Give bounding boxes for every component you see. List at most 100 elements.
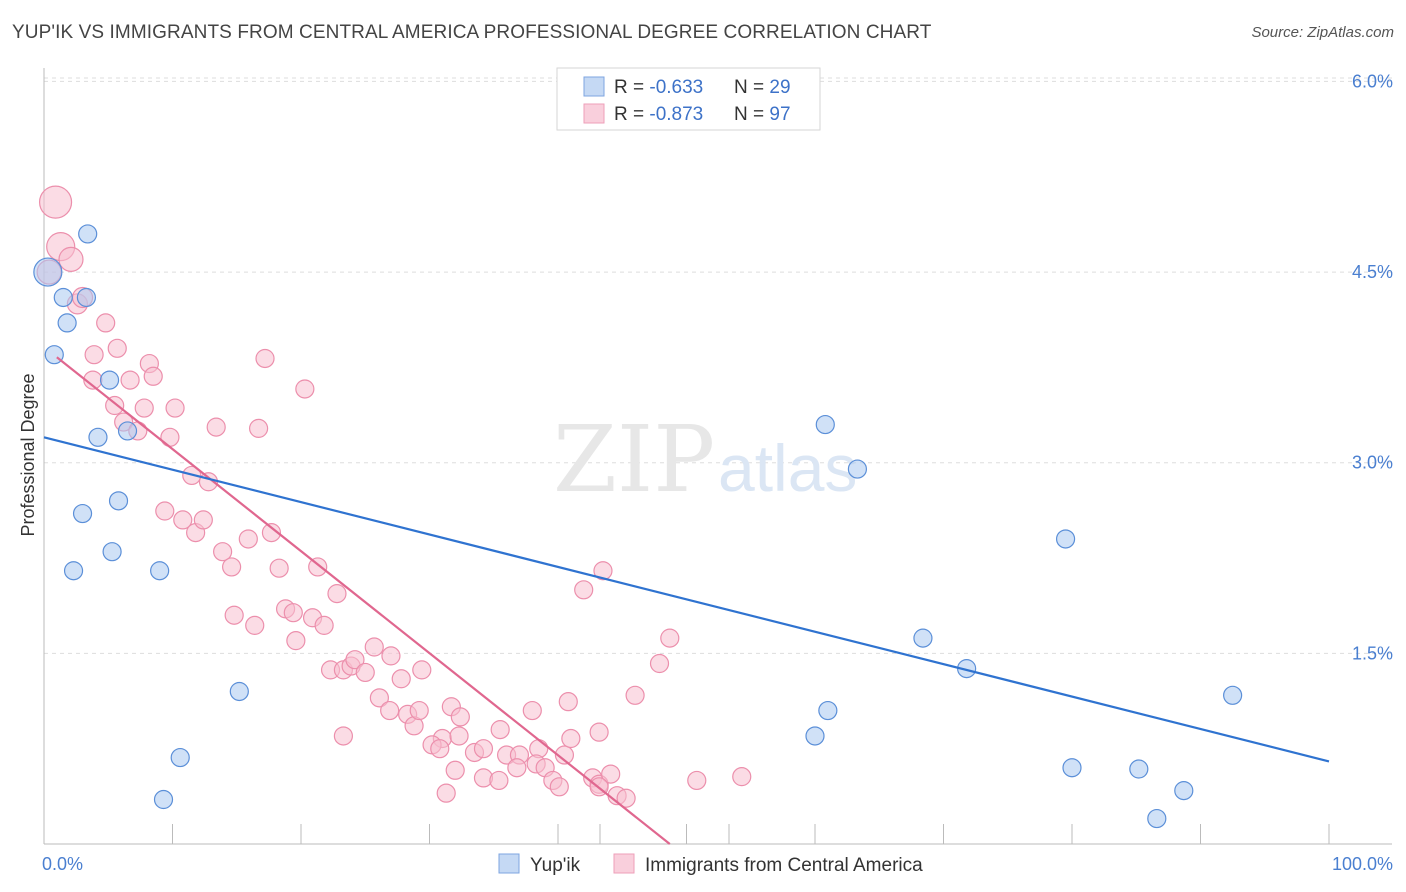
svg-text:R = -0.633: R = -0.633 [614,77,703,98]
immigrants-point [436,783,456,803]
legend-swatch-yupik [583,76,605,97]
yupik-point [88,427,108,447]
yupik-point [1129,759,1149,779]
legend-r-value: -0.633 [649,77,703,98]
legend-swatch-immigrants [583,103,605,124]
x-tick-label: 100.0% [1332,854,1393,874]
bottom-legend-swatch-immigrants [613,853,635,874]
immigrants-point [261,523,282,543]
immigrants-point [165,398,185,418]
immigrants-point [160,427,180,447]
immigrants-point [380,700,400,721]
immigrants-point [522,700,542,721]
immigrants-point [345,650,365,670]
immigrants-point [105,395,125,416]
yupik-point [1062,758,1082,778]
immigrants-point [364,637,384,657]
immigrants-point [554,745,575,765]
immigrants-point [295,379,315,399]
yupik-point [153,789,174,810]
y-axis-label: Professional Degree [18,373,38,536]
yupik-point [847,459,868,479]
y-tick-label: 3.0% [1352,453,1393,473]
chart-title: YUP'IK VS IMMIGRANTS FROM CENTRAL AMERIC… [12,22,932,43]
yupik-point [53,287,73,308]
top-legend: R = -0.633 N = 29 R = -0.873 N = 97 [556,67,821,131]
immigrants-point [248,418,269,438]
svg-text:R = -0.873: R = -0.873 [614,104,703,125]
legend-n-label: N = [734,104,769,125]
yupik-point [1174,781,1194,801]
immigrants-point [593,561,613,581]
bottom-legend: Yup'ik Immigrants from Central America [498,853,923,876]
yupik-point [805,726,825,746]
yupik-point [1147,808,1167,829]
watermark-zip: ZIP [553,406,715,513]
legend-r-label: R = [614,77,649,98]
immigrants-point [143,366,163,386]
y-tick-label: 1.5% [1352,643,1393,663]
immigrants-point [391,669,411,689]
immigrants-point [206,417,226,437]
tick-labels: 1.5% 3.0% 4.5% 6.0% 0.0% 100.0% [42,71,1393,874]
yupik-point [72,503,93,524]
yupik-point [170,747,190,768]
immigrants-trend-line [56,356,671,845]
grid-lines [44,77,1392,654]
immigrants-point [660,628,680,648]
immigrants-point [269,558,289,578]
yupik-point [78,224,98,244]
source-label: Source: ZipAtlas.com [1251,24,1394,41]
legend-n-label: N = [734,77,769,98]
immigrants-point [369,688,389,708]
immigrants-point [589,722,609,742]
yupik-point [913,628,933,648]
immigrants-point [601,764,621,784]
immigrants-point [687,770,707,791]
immigrants-point [58,246,84,272]
immigrants-point [625,685,645,705]
series-immigrants-points [36,185,752,808]
immigrants-point [450,707,470,727]
series-yupik-points [33,224,1243,829]
legend-n-value: 29 [769,77,790,98]
immigrants-point [355,662,375,683]
immigrants-point [38,185,73,219]
yupik-point [815,414,835,435]
immigrants-point [255,348,275,369]
yupik-point [1223,685,1243,705]
immigrants-point [173,510,193,530]
watermark: ZIP atlas [553,406,857,513]
immigrants-point [107,338,127,358]
immigrants-point [574,580,594,600]
y-tick-label: 6.0% [1352,71,1393,91]
yupik-point [108,491,129,511]
immigrants-point [409,700,429,721]
immigrants-point [549,777,569,797]
immigrants-point [473,739,494,759]
legend-n-value: 97 [769,104,790,125]
immigrants-point [489,770,509,791]
yupik-point [229,681,249,702]
bottom-legend-label-immigrants: Immigrants from Central America [645,855,923,876]
yupik-point [1055,529,1076,549]
yupik-point [76,287,97,308]
trend-lines [43,356,1330,845]
legend-r-label: R = [614,104,649,125]
immigrants-point [649,653,670,674]
immigrants-point [381,646,401,666]
yupik-point [99,370,120,390]
immigrants-point [507,758,527,778]
immigrants-point [283,603,303,623]
immigrants-point [245,615,265,635]
svg-text:N = 29: N = 29 [734,77,791,98]
immigrants-point [327,584,347,604]
immigrants-point [561,728,581,749]
y-tick-label: 4.5% [1352,262,1393,282]
immigrants-point [286,631,306,651]
immigrants-point [616,788,636,808]
immigrants-point [412,660,432,680]
yupik-point [63,561,84,581]
yupik-point [150,561,170,581]
